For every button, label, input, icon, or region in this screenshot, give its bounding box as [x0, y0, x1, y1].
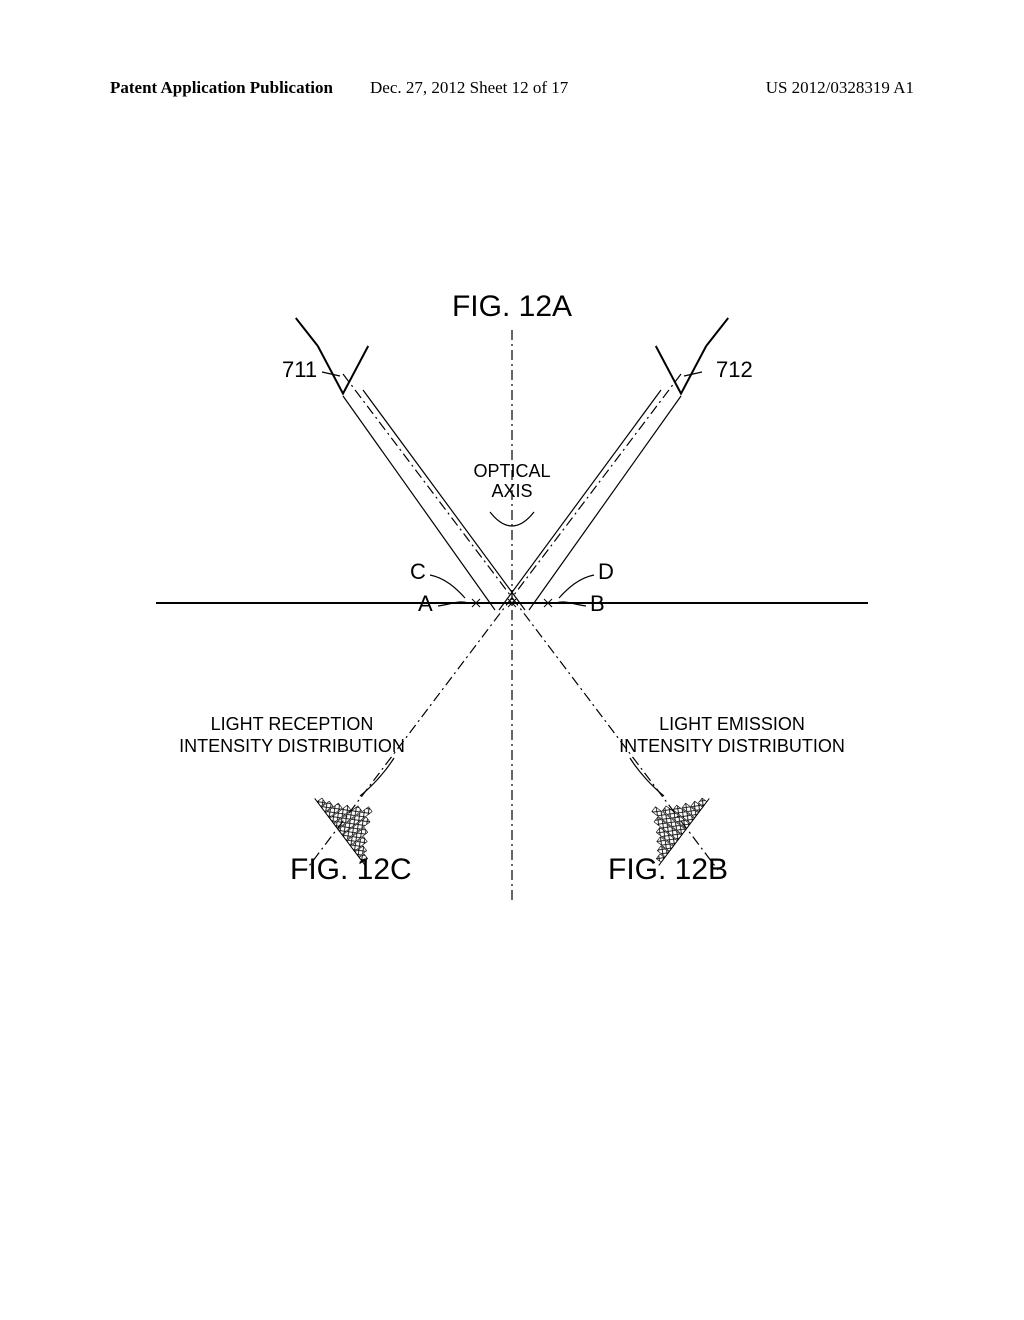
light-emission-l1: LIGHT EMISSION	[659, 714, 805, 734]
point-b-label: B	[590, 591, 605, 617]
light-reception-l2: INTENSITY DISTRIBUTION	[179, 736, 405, 756]
figure-title-12c: FIG. 12C	[290, 853, 412, 887]
optical-axis-label: OPTICAL AXIS	[0, 461, 1024, 501]
light-reception-l1: LIGHT RECEPTION	[211, 714, 374, 734]
figure-svg	[0, 0, 1024, 1320]
optical-axis-text-1: OPTICAL AXIS	[473, 461, 550, 501]
ref-711-label: 711	[282, 357, 317, 383]
point-c-label: C	[410, 559, 426, 585]
ref-712-label: 712	[716, 357, 753, 383]
point-d-label: D	[598, 559, 614, 585]
light-emission-label: LIGHT EMISSION INTENSITY DISTRIBUTION	[612, 713, 852, 757]
figure-title-12b: FIG. 12B	[608, 853, 728, 887]
point-a-label: A	[418, 591, 433, 617]
figure-area: FIG. 12A OPTICAL AXIS 711 712 A B C D LI…	[0, 0, 1024, 1320]
light-reception-label: LIGHT RECEPTION INTENSITY DISTRIBUTION	[172, 713, 412, 757]
light-emission-l2: INTENSITY DISTRIBUTION	[619, 736, 845, 756]
figure-title-12a: FIG. 12A	[0, 290, 1024, 324]
